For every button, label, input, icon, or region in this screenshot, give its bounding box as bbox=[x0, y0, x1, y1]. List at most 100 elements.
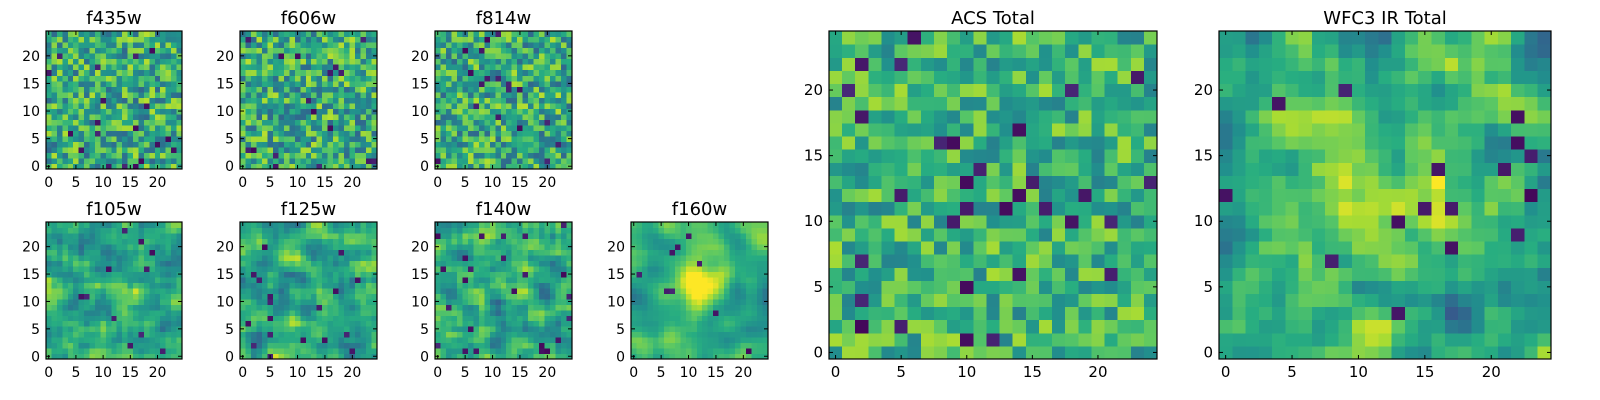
heatmap-cell bbox=[528, 157, 535, 165]
heatmap-cell bbox=[533, 254, 540, 261]
heatmap-cell bbox=[544, 348, 551, 355]
heatmap-cell bbox=[344, 254, 351, 261]
heatmap-cell bbox=[51, 91, 58, 98]
heatmap-cell bbox=[133, 119, 140, 126]
heatmap-cell bbox=[566, 130, 573, 137]
heatmap-cell bbox=[920, 227, 935, 242]
heatmap-cell bbox=[143, 58, 150, 65]
heatmap-cell bbox=[171, 69, 178, 76]
heatmap-cell bbox=[544, 342, 551, 349]
heatmap-cell bbox=[333, 315, 340, 322]
heatmap-cell bbox=[440, 157, 447, 165]
heatmap-cell bbox=[89, 69, 96, 76]
heatmap-cell bbox=[78, 254, 85, 261]
heatmap-cell bbox=[344, 146, 351, 154]
heatmap-cell bbox=[355, 331, 362, 338]
heatmap-cell bbox=[462, 64, 469, 71]
heatmap-cell bbox=[451, 276, 458, 283]
heatmap-cell bbox=[685, 265, 692, 272]
heatmap-cell bbox=[528, 86, 535, 93]
heatmap-cell bbox=[636, 331, 643, 338]
heatmap-cell bbox=[517, 91, 524, 98]
heatmap-cell bbox=[51, 320, 58, 327]
heatmap-cell bbox=[445, 157, 453, 165]
heatmap-cell bbox=[62, 282, 69, 289]
heatmap-cell bbox=[240, 97, 247, 104]
heatmap-cell bbox=[78, 353, 85, 360]
heatmap-cell bbox=[294, 249, 301, 256]
heatmap-cell bbox=[56, 265, 63, 272]
heatmap-cell bbox=[283, 31, 290, 38]
heatmap-cell bbox=[333, 31, 340, 38]
heatmap-cell bbox=[349, 326, 356, 333]
heatmap-cell bbox=[1091, 280, 1106, 294]
heatmap-cell bbox=[305, 254, 312, 261]
heatmap-cell bbox=[171, 232, 178, 240]
heatmap-cell bbox=[440, 222, 447, 229]
heatmap-cell bbox=[245, 141, 252, 148]
heatmap-cell bbox=[250, 135, 258, 142]
heatmap-cell bbox=[250, 86, 258, 93]
heatmap-cell bbox=[171, 276, 178, 283]
heatmap-cell bbox=[550, 348, 557, 355]
heatmap-cell bbox=[495, 276, 502, 283]
heatmap-cell bbox=[544, 315, 551, 322]
heatmap-cell bbox=[561, 304, 568, 311]
heatmap-cell bbox=[751, 276, 758, 283]
heatmap-cell bbox=[51, 163, 58, 170]
heatmap-cell bbox=[445, 254, 453, 261]
heatmap-cell bbox=[316, 227, 323, 234]
heatmap-cell bbox=[1052, 306, 1066, 321]
heatmap-cell bbox=[868, 319, 883, 334]
heatmap-cell bbox=[62, 102, 69, 109]
heatmap-cell bbox=[261, 86, 268, 93]
heatmap-cell bbox=[757, 222, 764, 229]
heatmap-cell bbox=[561, 348, 568, 355]
heatmap-cell bbox=[138, 157, 145, 165]
heatmap-cell bbox=[84, 141, 91, 148]
heatmap-cell bbox=[300, 282, 307, 289]
heatmap-cell bbox=[289, 331, 296, 338]
heatmap-cell bbox=[333, 75, 340, 82]
heatmap-cell bbox=[289, 320, 296, 327]
heatmap-cell bbox=[544, 36, 551, 43]
heatmap-cell bbox=[84, 309, 91, 316]
x-tick-label: 20 bbox=[343, 365, 361, 381]
heatmap-cell bbox=[322, 265, 329, 272]
heatmap-cell bbox=[855, 149, 869, 163]
heatmap-cell bbox=[272, 108, 279, 115]
heatmap-cell bbox=[111, 152, 118, 159]
heatmap-cell bbox=[528, 80, 535, 87]
heatmap-cell bbox=[881, 175, 896, 190]
heatmap-cell bbox=[133, 152, 140, 159]
y-tick-label: 0 bbox=[616, 349, 625, 365]
heatmap-cell bbox=[333, 36, 340, 43]
heatmap-cell bbox=[105, 141, 112, 148]
heatmap-cell bbox=[311, 124, 318, 131]
heatmap-cell bbox=[133, 135, 140, 142]
heatmap-cell bbox=[495, 320, 502, 327]
heatmap-cell bbox=[100, 271, 107, 278]
heatmap-cell bbox=[539, 163, 546, 170]
heatmap-cell bbox=[506, 80, 513, 87]
heatmap-cell bbox=[267, 232, 274, 240]
heatmap-cell bbox=[349, 265, 356, 272]
heatmap-cell bbox=[489, 141, 496, 148]
heatmap-cell bbox=[154, 86, 161, 93]
heatmap-cell bbox=[522, 348, 529, 355]
heatmap-cell bbox=[100, 58, 107, 65]
heatmap-cell bbox=[729, 298, 736, 305]
heatmap-cell bbox=[533, 141, 540, 148]
heatmap-cell bbox=[240, 249, 247, 256]
heatmap-cell bbox=[67, 293, 74, 300]
heatmap-cell bbox=[500, 42, 507, 49]
heatmap-cell bbox=[250, 124, 258, 131]
heatmap-cell bbox=[138, 47, 145, 54]
heatmap-cell bbox=[51, 315, 58, 322]
heatmap-cell bbox=[133, 157, 140, 165]
heatmap-cell bbox=[261, 102, 268, 109]
heatmap-cell bbox=[451, 287, 458, 294]
heatmap-cell bbox=[636, 298, 643, 305]
heatmap-cell bbox=[333, 124, 340, 131]
heatmap-cell bbox=[165, 80, 172, 87]
